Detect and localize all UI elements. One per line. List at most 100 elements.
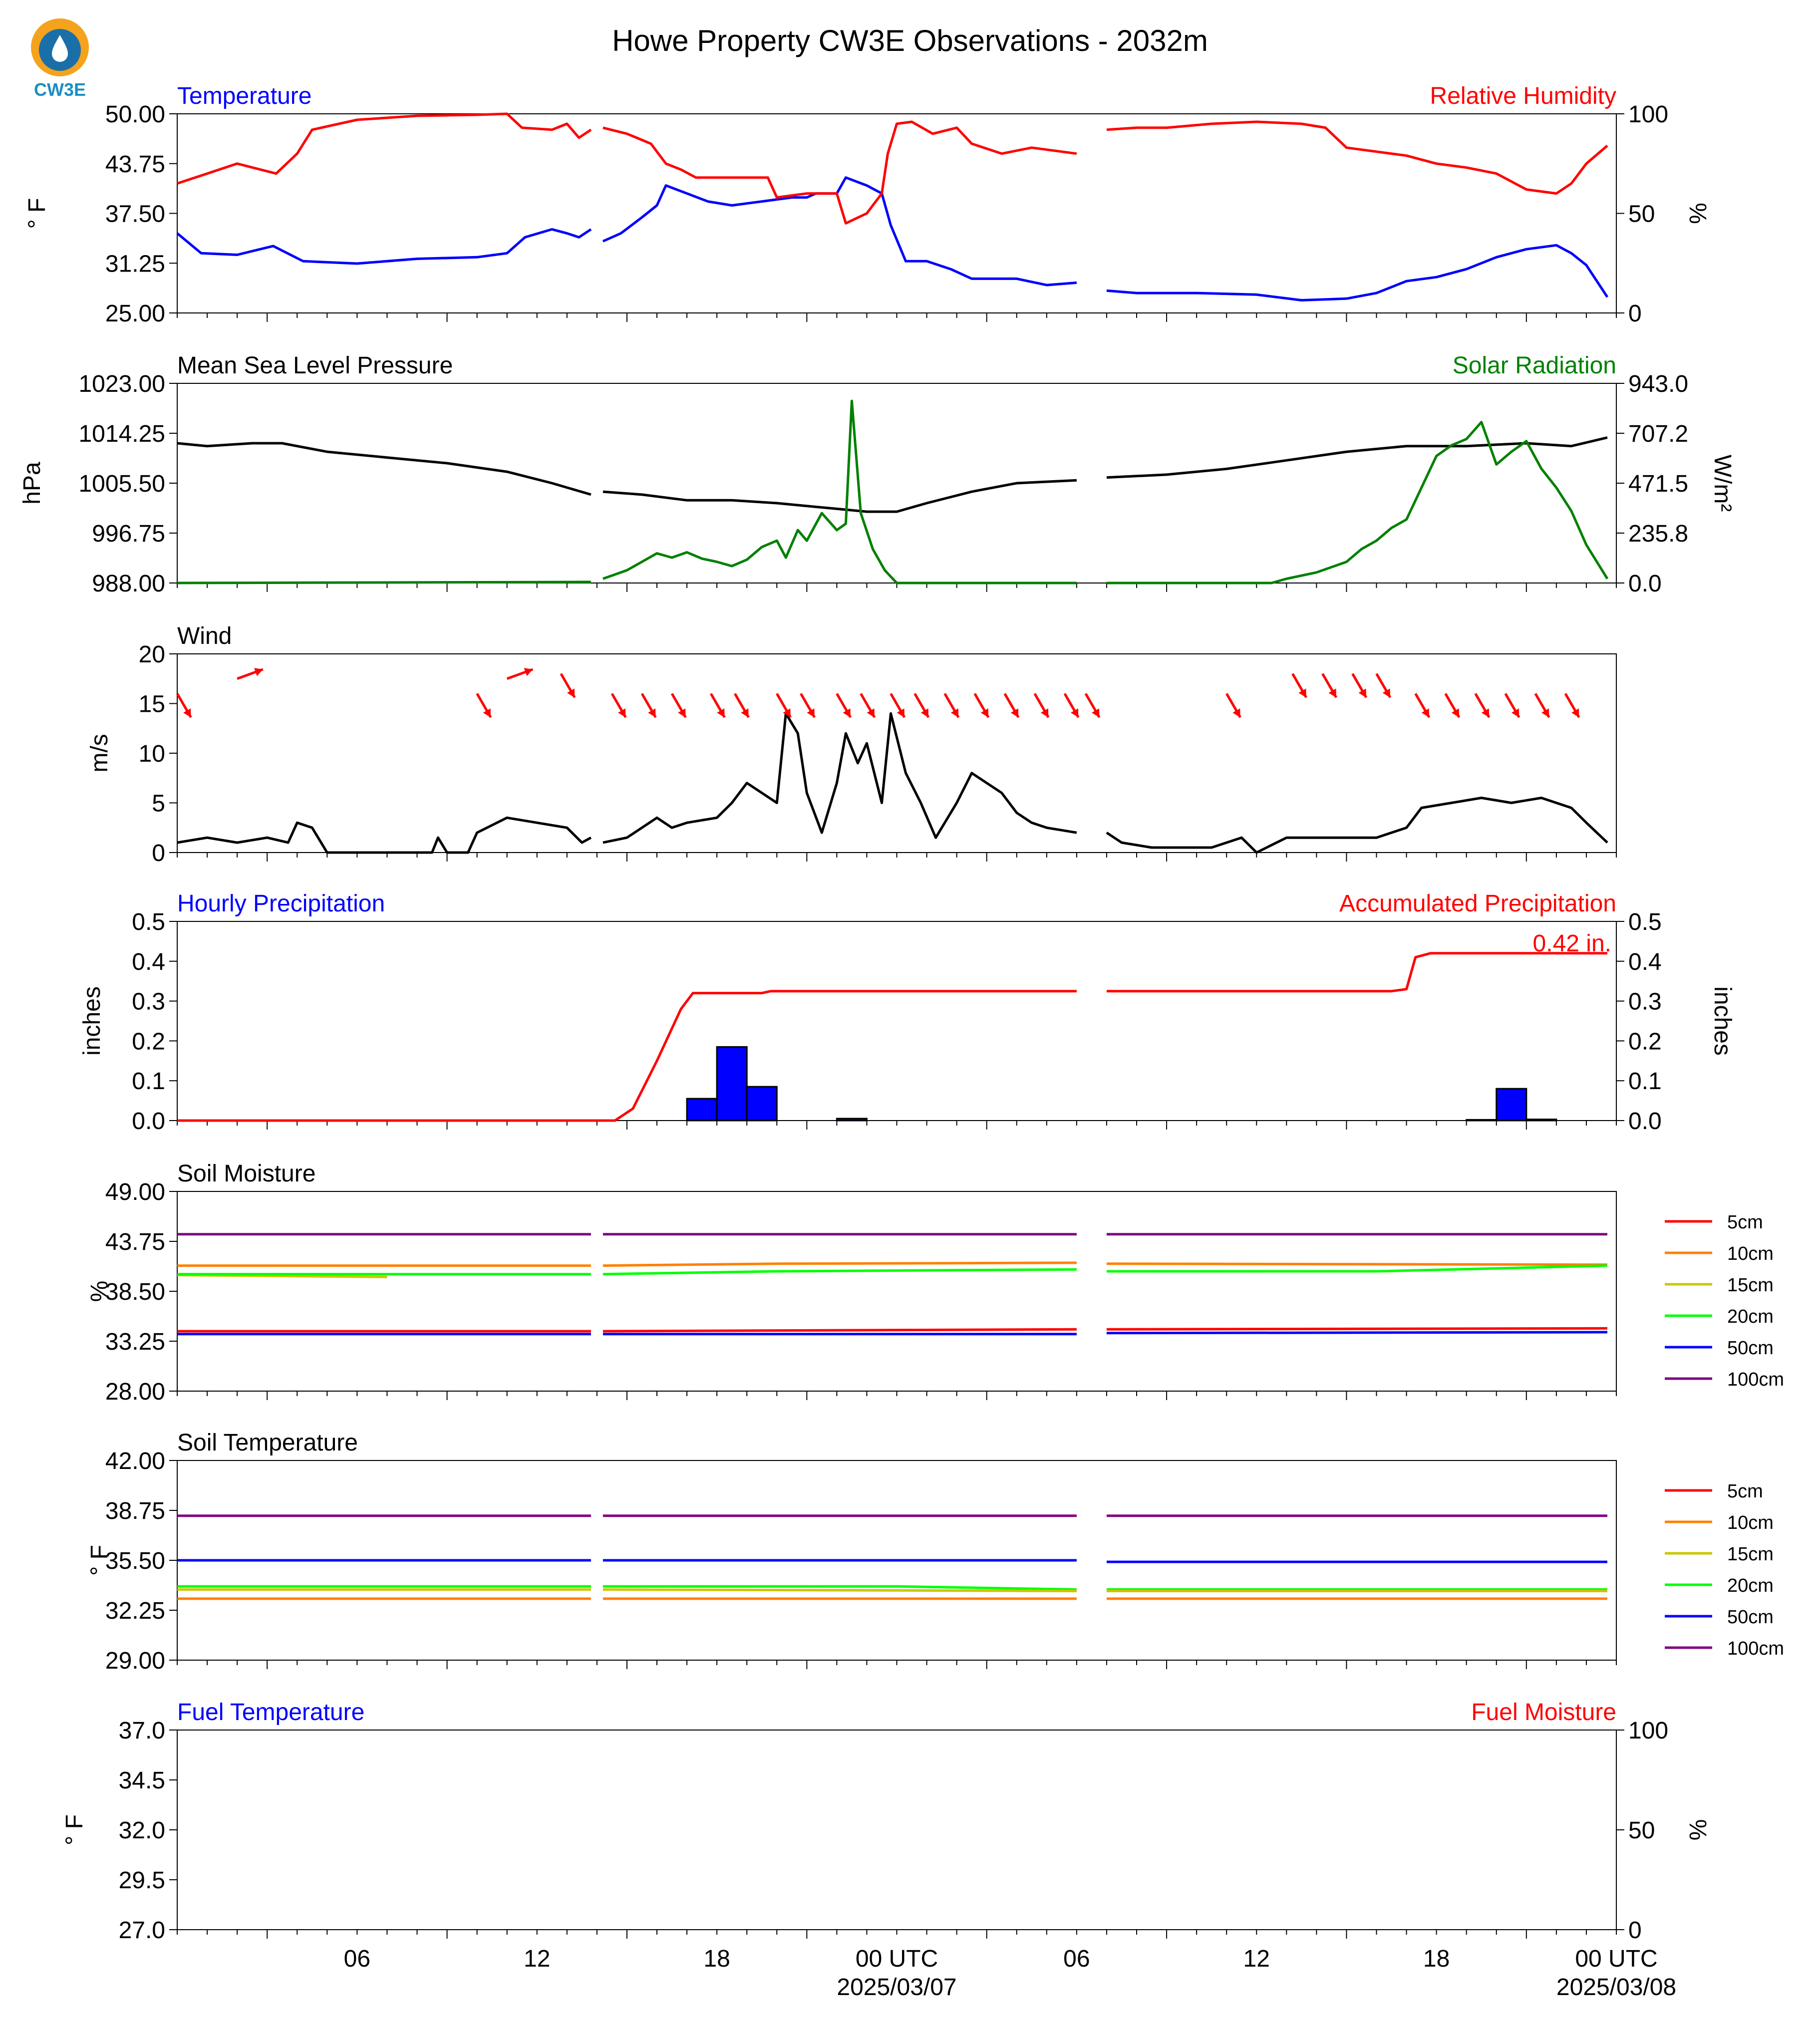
y-axis-label-left: ° F (61, 1814, 88, 1845)
y-tick-label-left: 32.25 (105, 1598, 165, 1624)
y-tick-label-left: 988.00 (92, 571, 165, 597)
precip-bar (716, 1046, 748, 1122)
wind-arrow-head (807, 708, 815, 718)
wind-arrow-head (183, 708, 191, 718)
chart-panel-2: Mean Sea Level Pressure Solar Radiation 10… (19, 352, 1736, 597)
logo-drop-icon (52, 35, 68, 62)
y-tick-label-left: 15 (139, 691, 165, 718)
y-tick-label-right: 0.0 (1628, 571, 1662, 597)
y-axis-label-left: % (86, 1281, 113, 1302)
wind-arrow-head (980, 708, 989, 718)
y-tick-label-right: 50 (1628, 201, 1655, 228)
series-line (177, 1327, 1608, 1333)
series-line (177, 952, 1607, 1122)
panel-title-left: Hourly Precipitation (177, 890, 385, 917)
panel-title-right: Accumulated Precipitation (1339, 890, 1616, 917)
chart-panel-1: Temperature Relative Humidity 50.00 43.75 37… (24, 83, 1711, 327)
wind-arrow-head (741, 708, 749, 718)
legend-label: 20cm (1727, 1575, 1774, 1596)
wind-arrow-head (1070, 708, 1079, 718)
y-tick-label-left: 10 (139, 741, 165, 767)
y-tick-label-left: 38.50 (105, 1279, 165, 1305)
precip-bar (1466, 1119, 1498, 1122)
y-tick-label-left: 25.00 (105, 300, 165, 327)
y-tick-label-left: 37.50 (105, 201, 165, 228)
x-tick-label: 12 (524, 1946, 550, 1972)
y-tick-label-right: 235.8 (1628, 521, 1688, 547)
wind-arrow-head (254, 668, 263, 676)
y-tick-label-right: 943.0 (1628, 371, 1688, 397)
panel-frame (177, 1191, 1617, 1392)
y-tick-label-right: 0.5 (1628, 909, 1662, 935)
y-axis-label-left: inches (79, 986, 105, 1056)
y-tick-label-left: 20 (139, 641, 165, 668)
y-axis-label-right: % (1684, 203, 1711, 224)
y-tick-label-right: 100 (1628, 101, 1668, 128)
wind-arrow-head (717, 708, 725, 718)
series-line (177, 1261, 1608, 1267)
series-line (177, 1588, 1607, 1592)
series-line (177, 1274, 387, 1278)
legend-label: 100cm (1727, 1369, 1784, 1390)
wind-arrow-head (950, 708, 959, 718)
panel-title-left: Soil Moisture (177, 1160, 315, 1187)
y-tick-label-left: 33.25 (105, 1329, 165, 1355)
precip-bar (836, 1118, 868, 1122)
wind-arrow-head (1092, 708, 1100, 718)
panel-title-left: Soil Temperature (177, 1430, 358, 1456)
x-tick-label: 18 (703, 1946, 730, 1972)
y-tick-label-right: 100 (1628, 1718, 1668, 1744)
series-line (177, 1585, 1607, 1591)
wind-arrow-head (843, 708, 851, 718)
legend-label: 100cm (1727, 1638, 1784, 1659)
panel-title-left: Temperature (177, 83, 311, 109)
logo-text: CW3E (34, 79, 86, 100)
x-tick-label: 12 (1243, 1946, 1270, 1972)
panels: Temperature Relative Humidity50.0043.7537… (19, 83, 1784, 1944)
legend-label: 10cm (1727, 1243, 1774, 1264)
wind-arrow-head (648, 708, 656, 718)
legend-label: 50cm (1727, 1607, 1774, 1628)
y-axis-label-right: W/m² (1709, 455, 1736, 512)
legend-label: 15cm (1727, 1275, 1774, 1296)
wind-arrow-head (567, 688, 575, 698)
y-tick-label-left: 35.50 (105, 1548, 165, 1574)
y-tick-label-left: 0.5 (132, 909, 165, 935)
wind-arrow-head (1421, 708, 1430, 718)
panel-frame (177, 653, 1617, 853)
legend-label: 15cm (1727, 1544, 1774, 1565)
legend-label: 10cm (1727, 1512, 1774, 1533)
wind-arrow-head (1511, 708, 1519, 718)
y-tick-label-right: 0 (1628, 1917, 1642, 1944)
x-tick-label: 00 UTC (856, 1946, 938, 1972)
wind-arrow-head (1010, 708, 1019, 718)
precip-bar (1496, 1088, 1527, 1122)
y-tick-label-left: 28.00 (105, 1379, 165, 1405)
y-tick-label-left: 38.75 (105, 1498, 165, 1524)
legend-label: 5cm (1727, 1481, 1763, 1502)
precip-bar (686, 1098, 718, 1122)
y-tick-label-left: 1014.25 (78, 421, 165, 447)
wind-arrow-head (1571, 708, 1579, 718)
series-line (177, 1331, 1608, 1336)
wind-arrow-head (483, 708, 491, 718)
x-date-label: 2025/03/08 (1556, 1974, 1676, 2001)
accumulated-total-label: 0.42 in. (1533, 930, 1611, 957)
series-line (177, 1559, 1607, 1563)
y-tick-label-left: 0.1 (132, 1068, 165, 1095)
wind-arrow-head (1328, 688, 1336, 698)
y-tick-label-right: 707.2 (1628, 421, 1688, 447)
panel-title-right: Fuel Moisture (1471, 1699, 1616, 1726)
panel-title-right: Relative Humidity (1430, 83, 1616, 109)
series-line (177, 1264, 1608, 1276)
chart-panel-3: Wind 20 15 10 5 0 m/s (86, 623, 1617, 867)
series-line (176, 176, 1609, 301)
y-tick-label-left: 32.0 (119, 1817, 165, 1844)
y-axis-label-right: % (1684, 1819, 1711, 1841)
x-tick-label: 06 (1063, 1946, 1090, 1972)
legend-label: 20cm (1727, 1306, 1774, 1327)
wind-arrow-head (1298, 688, 1306, 698)
y-tick-label-left: 0.0 (132, 1108, 165, 1135)
wind-arrow-head (783, 708, 791, 718)
